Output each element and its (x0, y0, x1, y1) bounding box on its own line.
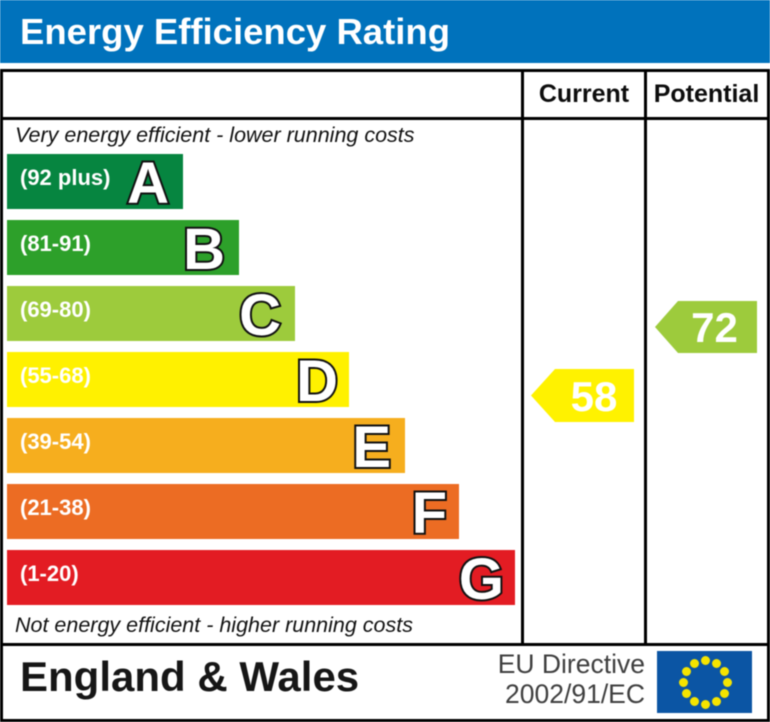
svg-text:G: G (459, 550, 504, 605)
svg-text:72: 72 (691, 304, 738, 351)
svg-text:B: B (183, 220, 225, 275)
svg-text:E: E (352, 418, 391, 473)
svg-text:F: F (412, 484, 447, 539)
svg-text:A: A (127, 154, 169, 209)
svg-text:C: C (239, 286, 281, 341)
svg-text:58: 58 (571, 373, 618, 420)
svg-text:D: D (296, 352, 338, 407)
